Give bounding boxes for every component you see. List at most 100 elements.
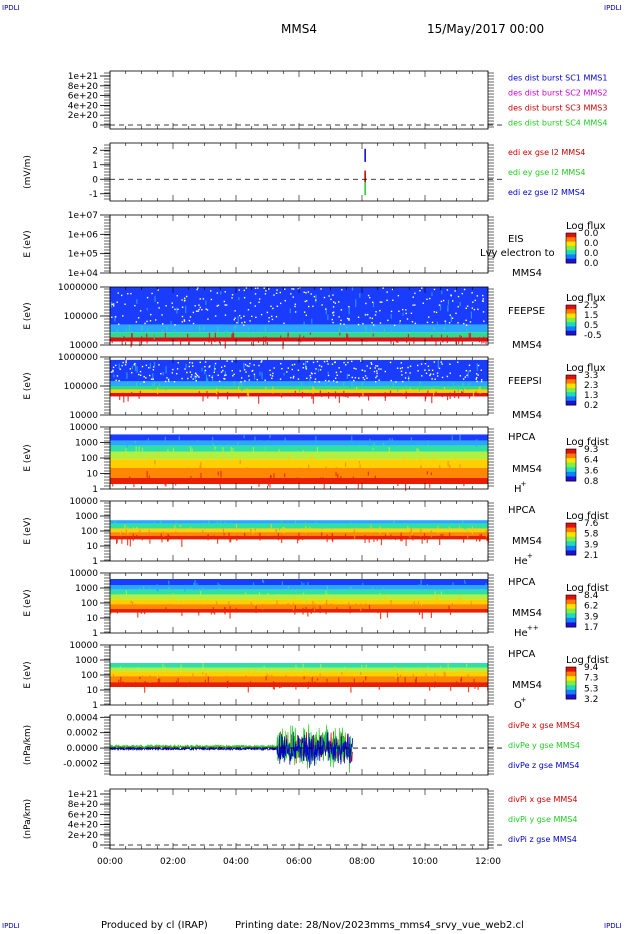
heatmap-speckle <box>376 365 379 367</box>
legend-entry: divPi y gse MMS4 <box>508 815 577 824</box>
y-tick-label: 2 <box>92 146 98 156</box>
instrument-label: FEEPSE <box>508 306 545 317</box>
heatmap-streak <box>320 663 322 672</box>
heatmap-streak <box>338 677 340 684</box>
heatmap-streak <box>170 597 173 603</box>
heatmap-streak <box>200 591 202 598</box>
heatmap-streak <box>392 382 394 389</box>
heatmap-streak <box>281 520 283 526</box>
heatmap-streak <box>459 334 461 342</box>
heatmap-speckle <box>314 381 316 383</box>
heatmap-speckle <box>138 373 140 376</box>
heatmap-streak <box>283 527 285 534</box>
heatmap-streak <box>258 395 260 404</box>
heatmap-streak <box>189 526 192 531</box>
heatmap-streak <box>209 453 212 457</box>
heatmap-streak <box>321 523 323 530</box>
heatmap-streak <box>452 383 454 388</box>
heatmap-streak <box>427 390 429 396</box>
heatmap-speckle <box>186 371 188 374</box>
heatmap-speckle <box>225 304 228 306</box>
heatmap-band <box>110 604 488 609</box>
spacecraft-label: MMS4 <box>512 536 542 547</box>
heatmap-streak <box>184 584 186 592</box>
heatmap-streak <box>379 612 382 620</box>
colorbar-segment <box>566 667 576 673</box>
heatmap-speckle <box>306 360 309 363</box>
heatmap-streak <box>362 680 365 683</box>
heatmap-speckle <box>457 306 459 308</box>
heatmap-speckle <box>331 363 334 365</box>
heatmap-streak <box>247 389 250 397</box>
colorbar-segment <box>566 462 576 468</box>
instrument-label: FEEPSI <box>508 376 542 387</box>
heatmap-speckle <box>272 372 274 375</box>
heatmap-streak <box>418 384 420 392</box>
heatmap-speckle <box>264 293 267 295</box>
heatmap-streak <box>220 291 222 295</box>
heatmap-speckle <box>244 380 246 382</box>
heatmap-streak <box>344 462 347 467</box>
heatmap-streak <box>396 673 398 676</box>
heatmap-streak <box>418 610 421 616</box>
heatmap-streak <box>382 443 385 449</box>
colorbar-segment <box>566 622 576 628</box>
heatmap-streak <box>113 594 115 598</box>
heatmap-speckle <box>260 361 262 363</box>
heatmap-streak <box>301 391 304 398</box>
heatmap-streak <box>305 531 307 536</box>
heatmap-streak <box>280 392 283 398</box>
heatmap-streak <box>160 533 162 537</box>
heatmap-speckle <box>158 364 160 366</box>
heatmap-speckle <box>305 300 308 302</box>
heatmap-streak <box>369 438 371 447</box>
heatmap-streak <box>319 390 321 395</box>
heatmap-speckle <box>286 371 288 373</box>
heatmap-streak <box>486 444 488 453</box>
heatmap-speckle <box>466 305 469 307</box>
heatmap-speckle <box>465 307 467 310</box>
heatmap-streak <box>358 523 361 527</box>
heatmap-speckle <box>406 318 409 320</box>
heatmap-streak <box>345 394 347 398</box>
heatmap-band <box>110 467 488 478</box>
heatmap-streak <box>188 676 190 681</box>
heatmap-speckle <box>374 314 377 316</box>
heatmap-speckle <box>414 322 417 325</box>
heatmap-speckle <box>176 373 178 375</box>
heatmap-streak <box>208 332 211 341</box>
heatmap-speckle <box>482 311 485 313</box>
heatmap-streak <box>273 668 276 674</box>
heatmap-streak <box>154 459 156 465</box>
heatmap-speckle <box>426 298 428 300</box>
heatmap-streak <box>461 338 463 345</box>
heatmap-streak <box>139 339 141 347</box>
heatmap-streak <box>458 597 460 605</box>
time-tick-label: 08:00 <box>349 857 375 867</box>
heatmap-streak <box>171 445 174 451</box>
y-tick-label: 1 <box>92 557 98 567</box>
heatmap-streak <box>434 673 436 678</box>
heatmap-speckle <box>414 304 416 306</box>
heatmap-speckle <box>149 320 152 322</box>
heatmap-streak <box>427 666 429 673</box>
heatmap-speckle <box>477 364 480 367</box>
heatmap-streak <box>397 385 399 393</box>
corner-label-bottom-left: IPDLI <box>2 922 20 930</box>
heatmap-streak <box>185 305 187 314</box>
heatmap-speckle <box>246 365 249 367</box>
heatmap-speckle <box>314 372 316 375</box>
heatmap-streak <box>220 521 222 528</box>
y-axis-label: (nPa/km) <box>23 799 33 839</box>
heatmap-speckle <box>424 362 427 365</box>
heatmap-streak <box>400 535 402 542</box>
heatmap-speckle <box>290 376 292 379</box>
colorbar-segment <box>566 317 576 323</box>
heatmap-speckle <box>112 366 115 369</box>
heatmap-streak <box>415 669 417 672</box>
heatmap-speckle <box>223 377 225 380</box>
heatmap-streak <box>230 536 232 543</box>
heatmap-streak <box>224 330 226 337</box>
heatmap-streak <box>339 332 341 336</box>
heatmap-streak <box>446 393 449 401</box>
